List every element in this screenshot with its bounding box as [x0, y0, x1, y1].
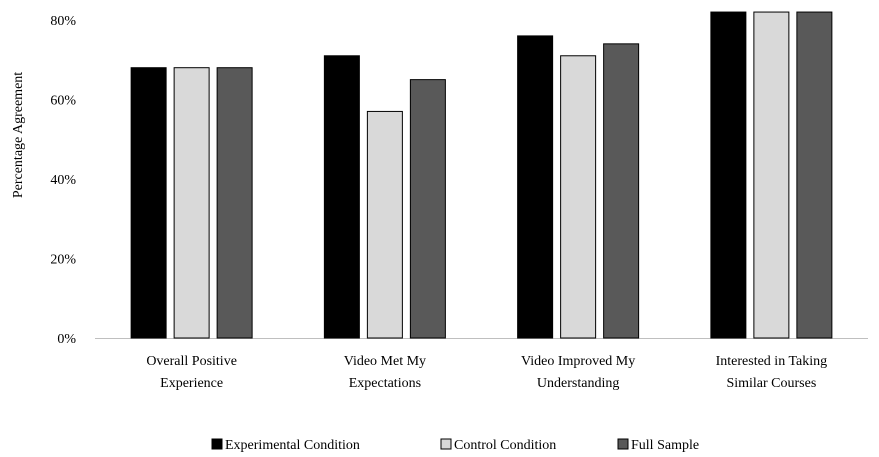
bar-full-sample [603, 43, 640, 339]
bar-control-condition [560, 55, 597, 339]
x-category-label: Video Met My Expectations [344, 354, 426, 391]
bar-full-sample [216, 67, 253, 339]
y-tick-label: 0% [57, 332, 76, 347]
y-axis-title-group: Percentage Agreement [11, 72, 26, 198]
bar-control-condition [753, 11, 790, 339]
y-axis-ticks: 0% 20% 40% 60% 80% [50, 14, 76, 347]
legend-swatch [211, 438, 223, 450]
legend-label: Full Sample [631, 438, 699, 453]
legend-swatch [440, 438, 452, 450]
x-category-label: Interested in Taking Similar Courses [716, 354, 828, 391]
y-tick-label: 60% [50, 94, 76, 109]
legend-label: Control Condition [454, 438, 556, 453]
y-tick-label: 40% [50, 173, 76, 188]
y-tick-label: 20% [50, 253, 76, 268]
bar-experimental-condition [517, 35, 554, 339]
bar-full-sample [796, 11, 833, 339]
bar-experimental-condition [130, 67, 167, 339]
bar-full-sample [409, 79, 446, 339]
bar-experimental-condition [323, 55, 360, 339]
legend-swatch [617, 438, 629, 450]
x-category-label: Video Improved My Understanding [521, 354, 635, 391]
bars-group [130, 11, 833, 339]
bar-experimental-condition [710, 11, 747, 339]
category-labels: Overall Positive Experience Video Met My Ex… [146, 354, 827, 391]
bar-control-condition [366, 110, 403, 339]
legend-label: Experimental Condition [225, 438, 360, 453]
bar-control-condition [173, 67, 210, 339]
y-axis-title: Percentage Agreement [11, 72, 26, 198]
y-tick-label: 80% [50, 14, 76, 29]
x-category-label: Overall Positive Experience [146, 354, 237, 391]
legend: Experimental Condition Control Condition F… [211, 438, 699, 453]
